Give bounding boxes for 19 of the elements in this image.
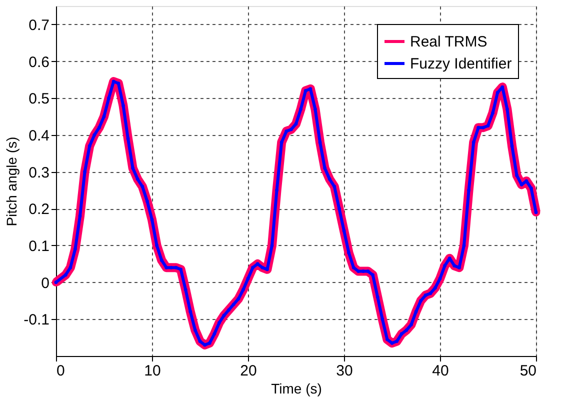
y-tick-label: -0.1 bbox=[24, 312, 50, 329]
y-tick-label: 0.1 bbox=[28, 238, 50, 255]
legend-label: Real TRMS bbox=[410, 34, 488, 50]
x-tick-label: 50 bbox=[520, 362, 536, 380]
y-tick-label: 0 bbox=[41, 274, 50, 292]
y-tick-label: 0.7 bbox=[28, 16, 50, 34]
x-tick-label: 30 bbox=[336, 362, 353, 380]
x-tick-label: 0 bbox=[56, 362, 65, 380]
y-tick-label: 0.4 bbox=[28, 127, 50, 144]
y-tick-label: 0.6 bbox=[28, 54, 50, 71]
x-tick-label: 10 bbox=[144, 362, 161, 380]
y-axis-title: Pitch angle (s) bbox=[4, 136, 20, 226]
x-tick-label: 20 bbox=[240, 362, 257, 380]
y-tick-label: 0.3 bbox=[28, 164, 50, 182]
y-tick-label: 0.2 bbox=[28, 201, 50, 218]
legend-label: Fuzzy Identifier bbox=[410, 56, 512, 72]
y-tick-label: 0.5 bbox=[28, 90, 50, 108]
x-tick-label: 40 bbox=[432, 362, 449, 380]
x-axis-title: Time (s) bbox=[271, 380, 322, 396]
